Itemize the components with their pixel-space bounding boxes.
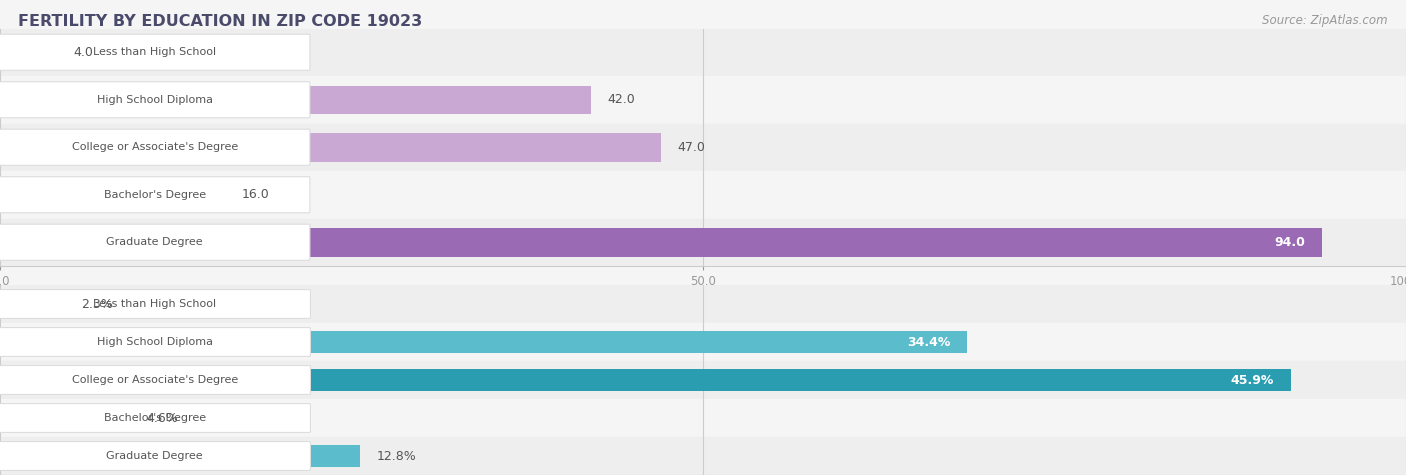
Text: Source: ZipAtlas.com: Source: ZipAtlas.com xyxy=(1263,14,1388,27)
Bar xyxy=(0,133,661,162)
Text: College or Associate's Degree: College or Associate's Degree xyxy=(72,375,238,385)
Text: 94.0: 94.0 xyxy=(1274,236,1305,249)
Text: 45.9%: 45.9% xyxy=(1230,373,1274,387)
Bar xyxy=(0,228,1322,256)
Text: High School Diploma: High School Diploma xyxy=(97,337,212,347)
Bar xyxy=(0,399,1406,437)
Text: FERTILITY BY EDUCATION IN ZIP CODE 19023: FERTILITY BY EDUCATION IN ZIP CODE 19023 xyxy=(18,14,423,29)
Bar xyxy=(0,361,1406,399)
FancyBboxPatch shape xyxy=(0,224,309,260)
Bar xyxy=(0,293,65,315)
Bar xyxy=(0,124,1406,171)
Bar xyxy=(0,445,360,467)
Text: High School Diploma: High School Diploma xyxy=(97,95,212,105)
Text: 42.0: 42.0 xyxy=(607,93,636,106)
Text: College or Associate's Degree: College or Associate's Degree xyxy=(72,142,238,152)
Bar xyxy=(0,28,1406,76)
Text: Less than High School: Less than High School xyxy=(93,47,217,57)
Bar xyxy=(0,38,56,66)
Bar xyxy=(0,86,591,114)
FancyBboxPatch shape xyxy=(0,34,309,70)
FancyBboxPatch shape xyxy=(0,366,311,394)
Text: 2.3%: 2.3% xyxy=(82,297,114,311)
Bar xyxy=(0,369,1291,391)
Text: Bachelor's Degree: Bachelor's Degree xyxy=(104,413,205,423)
FancyBboxPatch shape xyxy=(0,82,309,118)
FancyBboxPatch shape xyxy=(0,404,311,432)
FancyBboxPatch shape xyxy=(0,328,311,356)
Bar xyxy=(0,285,1406,323)
Bar xyxy=(0,331,967,353)
Bar xyxy=(0,218,1406,266)
FancyBboxPatch shape xyxy=(0,290,311,318)
FancyBboxPatch shape xyxy=(0,129,309,165)
FancyBboxPatch shape xyxy=(0,177,309,213)
Text: 12.8%: 12.8% xyxy=(377,449,416,463)
Text: 4.6%: 4.6% xyxy=(146,411,179,425)
FancyBboxPatch shape xyxy=(0,442,311,470)
Bar xyxy=(0,180,225,209)
Text: Graduate Degree: Graduate Degree xyxy=(107,451,202,461)
Bar xyxy=(0,171,1406,218)
Text: Less than High School: Less than High School xyxy=(93,299,217,309)
Text: Graduate Degree: Graduate Degree xyxy=(107,237,202,247)
Text: 34.4%: 34.4% xyxy=(907,335,950,349)
Bar xyxy=(0,76,1406,124)
Text: Bachelor's Degree: Bachelor's Degree xyxy=(104,190,205,200)
Text: 47.0: 47.0 xyxy=(678,141,706,154)
Text: 4.0: 4.0 xyxy=(73,46,93,59)
Bar xyxy=(0,407,129,429)
Text: 16.0: 16.0 xyxy=(242,188,270,201)
Bar xyxy=(0,437,1406,475)
Bar xyxy=(0,323,1406,361)
